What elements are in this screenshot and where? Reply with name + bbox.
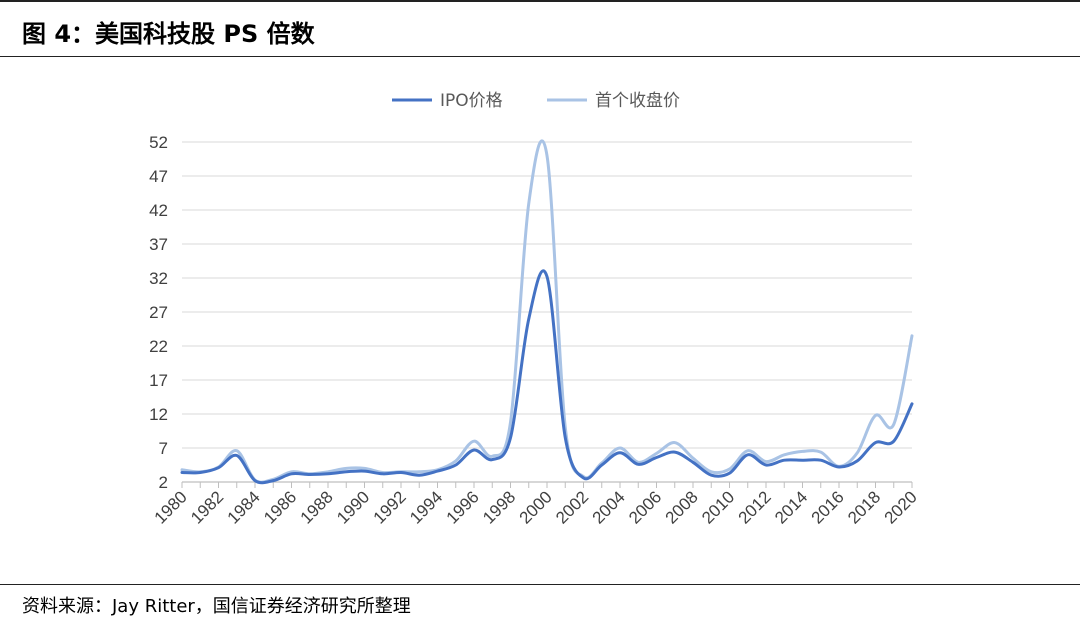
- x-tick-label: 2018: [844, 487, 884, 527]
- y-tick-label: 37: [149, 235, 168, 254]
- x-tick-label: 2004: [589, 487, 629, 527]
- x-tick-label: 1984: [224, 487, 264, 527]
- x-tick-label: 2000: [516, 487, 556, 527]
- x-tick-label: 1996: [443, 487, 483, 527]
- y-tick-label: 12: [149, 405, 168, 424]
- x-tick-label: 1988: [297, 487, 337, 527]
- y-tick-label: 17: [149, 371, 168, 390]
- x-tick-label: 1998: [479, 487, 519, 527]
- chart-legend: IPO价格 首个收盘价: [392, 91, 680, 111]
- y-tick-label: 47: [149, 167, 168, 186]
- x-tick-label: 2002: [552, 487, 592, 527]
- title-rule: [0, 56, 1080, 57]
- x-tick-label: 1982: [187, 487, 227, 527]
- x-tick-label: 2006: [625, 487, 665, 527]
- series-line-ipo-price: [180, 269, 914, 485]
- chart-series: [180, 139, 914, 485]
- y-tick-label: 32: [149, 269, 168, 288]
- y-tick-label: 42: [149, 201, 168, 220]
- y-tick-label: 27: [149, 303, 168, 322]
- x-tick-label: 2014: [771, 487, 811, 527]
- x-axis: [181, 481, 913, 488]
- x-tick-label: 1992: [370, 487, 410, 527]
- x-tick-label: 1986: [260, 487, 300, 527]
- x-tick-label: 2010: [698, 487, 738, 527]
- figure-title: 图 4：美国科技股 PS 倍数: [22, 20, 315, 48]
- x-tick-label: 2008: [662, 487, 702, 527]
- source-note: 资料来源：Jay Ritter，国信证券经济研究所整理: [22, 596, 411, 617]
- y-tick-label: 7: [159, 439, 168, 458]
- x-tick-label: 1980: [151, 487, 191, 527]
- y-tick-label: 2: [159, 473, 168, 492]
- legend-label: 首个收盘价: [595, 91, 680, 111]
- x-tick-label: 1990: [333, 487, 373, 527]
- x-tick-label: 2012: [735, 487, 775, 527]
- x-tick-label: 2020: [881, 487, 921, 527]
- y-tick-label: 22: [149, 337, 168, 356]
- legend-label: IPO价格: [440, 91, 503, 111]
- x-tick-label: 1994: [406, 487, 446, 527]
- chart-gridlines: [182, 141, 912, 483]
- source-rule: [0, 584, 1080, 585]
- y-tick-label: 52: [149, 133, 168, 152]
- top-rule: [0, 0, 1080, 2]
- x-tick-label: 2016: [808, 487, 848, 527]
- x-axis-tick-labels: 1980198219841986198819901992199419961998…: [151, 487, 921, 527]
